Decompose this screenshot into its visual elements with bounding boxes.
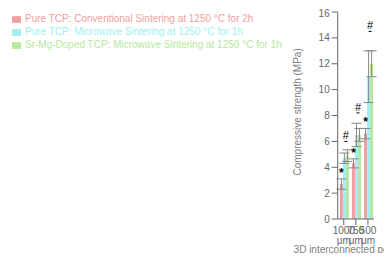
- svg-text:500μm: 500μm: [360, 225, 377, 246]
- svg-text:*: *: [351, 146, 356, 160]
- svg-text:16: 16: [319, 8, 331, 19]
- html-text:Sr-Mg-Doped TCP: Microwave Sin: Sr-Mg-Doped TCP: Microwave Sintering at …: [25, 39, 282, 50]
- svg-text:#: #: [355, 101, 362, 113]
- svg-text:*: *: [363, 115, 368, 129]
- svg-text:12: 12: [319, 58, 331, 69]
- svg-text:10: 10: [319, 84, 331, 95]
- svg-text:0: 0: [324, 214, 330, 225]
- svg-text:6: 6: [324, 136, 330, 147]
- svg-text:4: 4: [324, 162, 330, 173]
- html-text:1000: 1000: [332, 225, 355, 237]
- svg-text:3D interconnected pore size: 3D interconnected pore size: [294, 244, 384, 253]
- svg-text:#: #: [343, 129, 350, 141]
- svg-text:8: 8: [324, 110, 330, 121]
- svg-text:*: *: [339, 166, 344, 180]
- svg-text:14: 14: [319, 32, 331, 43]
- html-text:750: 750: [347, 225, 365, 237]
- html-text:Pure TCP: Microwave Sintering: Pure TCP: Microwave Sintering at 1250 °C…: [25, 26, 243, 37]
- svg-text:Compressive strength (MPa): Compressive strength (MPa): [292, 48, 303, 175]
- svg-text:#: #: [367, 19, 374, 31]
- html-text:μm: μm: [348, 235, 363, 247]
- html-text:Pure TCP: Conventional Sinteri: Pure TCP: Conventional Sintering at 1250…: [25, 13, 254, 24]
- html-text:μm: μm: [336, 235, 351, 247]
- svg-text:2: 2: [324, 188, 330, 199]
